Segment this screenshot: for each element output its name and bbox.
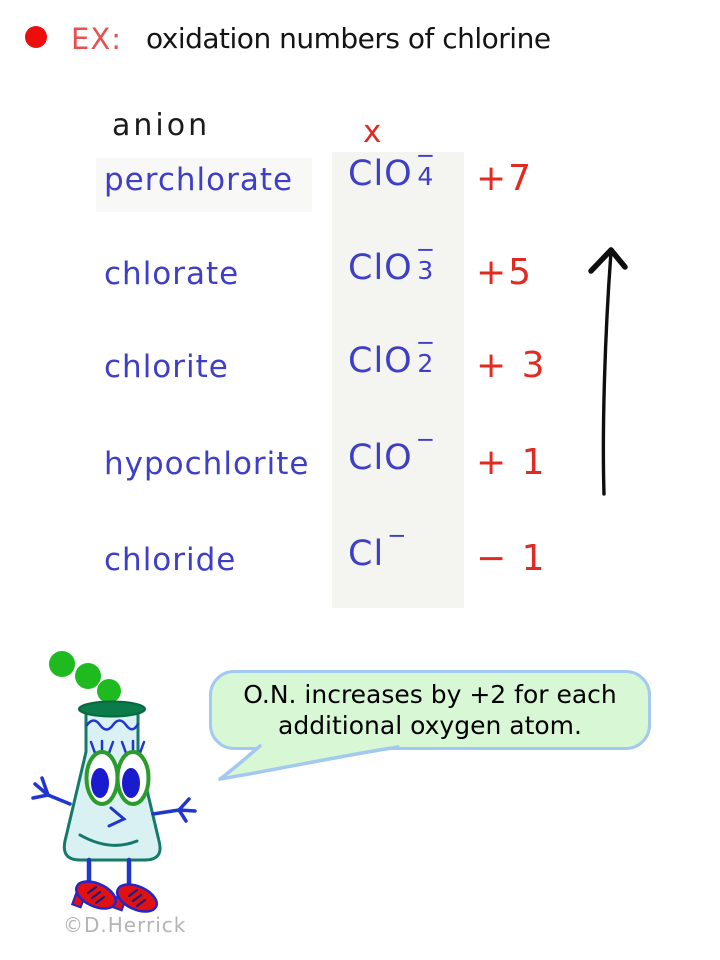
table-row: chlorate ClO −3 +5	[0, 237, 720, 318]
table-row: hypochlorite ClO − + 1	[0, 427, 720, 508]
table-row: chloride Cl − − 1	[0, 523, 720, 604]
chemical-formula: ClO −2	[348, 330, 436, 382]
copyright-text: ©D.Herrick	[63, 913, 187, 937]
red-bullet-icon	[25, 26, 47, 48]
bubble-icon	[49, 651, 75, 677]
chemical-formula: ClO −	[348, 427, 436, 479]
anion-name: chlorite	[104, 349, 229, 385]
title-prefix: EX:	[71, 22, 122, 56]
speech-bubble-tail	[218, 744, 400, 781]
nose-icon	[107, 806, 127, 828]
oxidation-number: +7	[476, 158, 534, 199]
formula-charge: −	[415, 237, 436, 263]
formula-subscript: 4	[417, 162, 435, 191]
pupil-icon	[122, 768, 140, 798]
pupil-icon	[91, 768, 109, 798]
anion-name: perchlorate	[104, 162, 294, 198]
bubble-icon	[97, 679, 121, 703]
column-header-anion: anion	[112, 108, 211, 143]
scan-band-formula-column	[332, 152, 464, 608]
formula-subscript: 3	[417, 256, 435, 285]
anion-name: chlorate	[104, 256, 240, 292]
page-title: oxidation numbers of chlorine	[146, 22, 551, 55]
oxidation-number: − 1	[476, 538, 547, 579]
bubble-icon	[75, 663, 101, 689]
speech-bubble: O.N. increases by +2 for each additional…	[209, 670, 651, 750]
anion-name: hypochlorite	[104, 446, 310, 482]
anion-name: chloride	[104, 542, 237, 578]
chemical-formula: ClO −4	[348, 143, 436, 195]
formula-charge: −	[415, 143, 436, 169]
chemical-formula: Cl −	[348, 523, 408, 575]
formula-charge: −	[415, 330, 436, 356]
chemical-formula: ClO −3	[348, 237, 436, 289]
speech-bubble-text: O.N. increases by +2 for each additional…	[243, 679, 617, 740]
table-row: perchlorate ClO −4 +7	[0, 143, 720, 224]
oxidation-number: + 1	[476, 442, 547, 483]
scan-band-name-column	[96, 158, 312, 212]
column-header-x: x	[363, 114, 382, 150]
flask-character-icon	[31, 651, 197, 913]
oxidation-number: + 3	[476, 345, 547, 386]
formula-charge: −	[387, 523, 408, 549]
formula-subscript: 2	[417, 349, 435, 378]
smile-icon	[78, 833, 139, 847]
formula-charge: −	[415, 427, 436, 453]
oxidation-number: +5	[476, 252, 534, 293]
table-row: chlorite ClO −2 + 3	[0, 330, 720, 411]
up-arrow-icon	[588, 247, 628, 496]
